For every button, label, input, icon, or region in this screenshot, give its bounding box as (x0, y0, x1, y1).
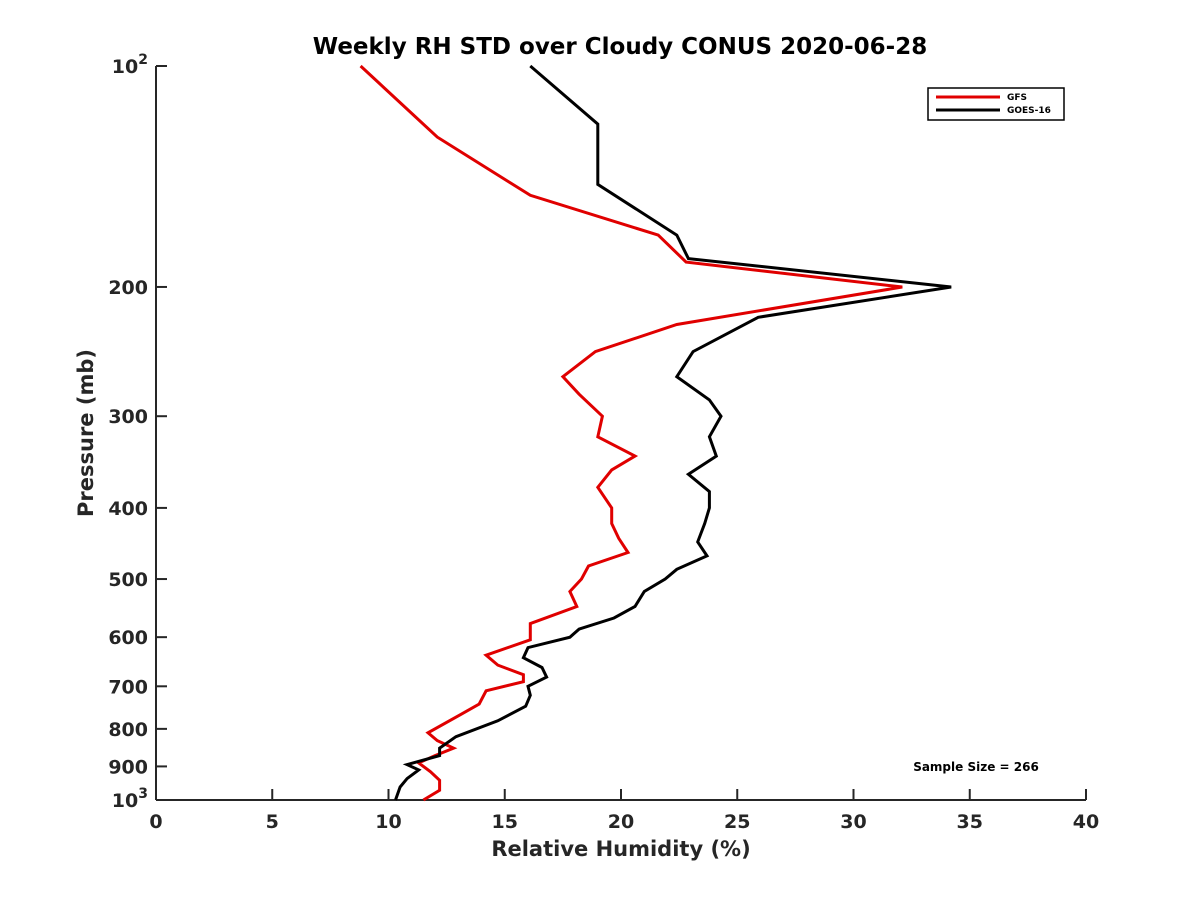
y-tick-label: 300 (108, 406, 148, 428)
x-axis-label: Relative Humidity (%) (491, 837, 750, 861)
x-tick-label: 40 (1073, 811, 1099, 833)
chart-title: Weekly RH STD over Cloudy CONUS 2020-06-… (313, 34, 927, 60)
sample-size-annotation: Sample Size = 266 (913, 760, 1039, 774)
y-axis-label: Pressure (mb) (74, 349, 98, 517)
series-line-goes-16 (394, 64, 952, 801)
legend-label-goes-16: GOES-16 (1007, 106, 1051, 116)
legend: GFS GOES-16 (927, 87, 1065, 121)
y-tick-label: 600 (108, 627, 148, 649)
series-line-gfs (359, 64, 903, 802)
legend-box (927, 87, 1065, 121)
y-tick-label: 103 (112, 786, 148, 812)
x-tick-label: 35 (957, 811, 983, 833)
y-tick-label: 700 (108, 676, 148, 698)
legend-entries: GFS GOES-16 (936, 93, 1051, 116)
x-tick-label: 0 (149, 811, 162, 833)
series-layer (359, 64, 952, 802)
x-tick-label: 15 (492, 811, 518, 833)
x-tick-label: 30 (840, 811, 866, 833)
x-ticks: 0 5 10 15 20 25 30 35 40 (149, 789, 1099, 833)
x-tick-label: 10 (375, 811, 401, 833)
y-ticks: 102 200 300 400 500 600 700 800 900 103 (108, 52, 167, 812)
y-tick-label: 400 (108, 498, 148, 520)
y-tick-label: 900 (108, 756, 148, 778)
y-tick-label: 800 (108, 719, 148, 741)
y-tick-label: 102 (112, 52, 148, 78)
x-tick-label: 25 (724, 811, 750, 833)
x-tick-label: 20 (608, 811, 634, 833)
y-tick-label: 500 (108, 569, 148, 591)
legend-label-gfs: GFS (1007, 93, 1027, 103)
y-tick-label: 200 (108, 277, 148, 299)
x-tick-label: 5 (266, 811, 279, 833)
